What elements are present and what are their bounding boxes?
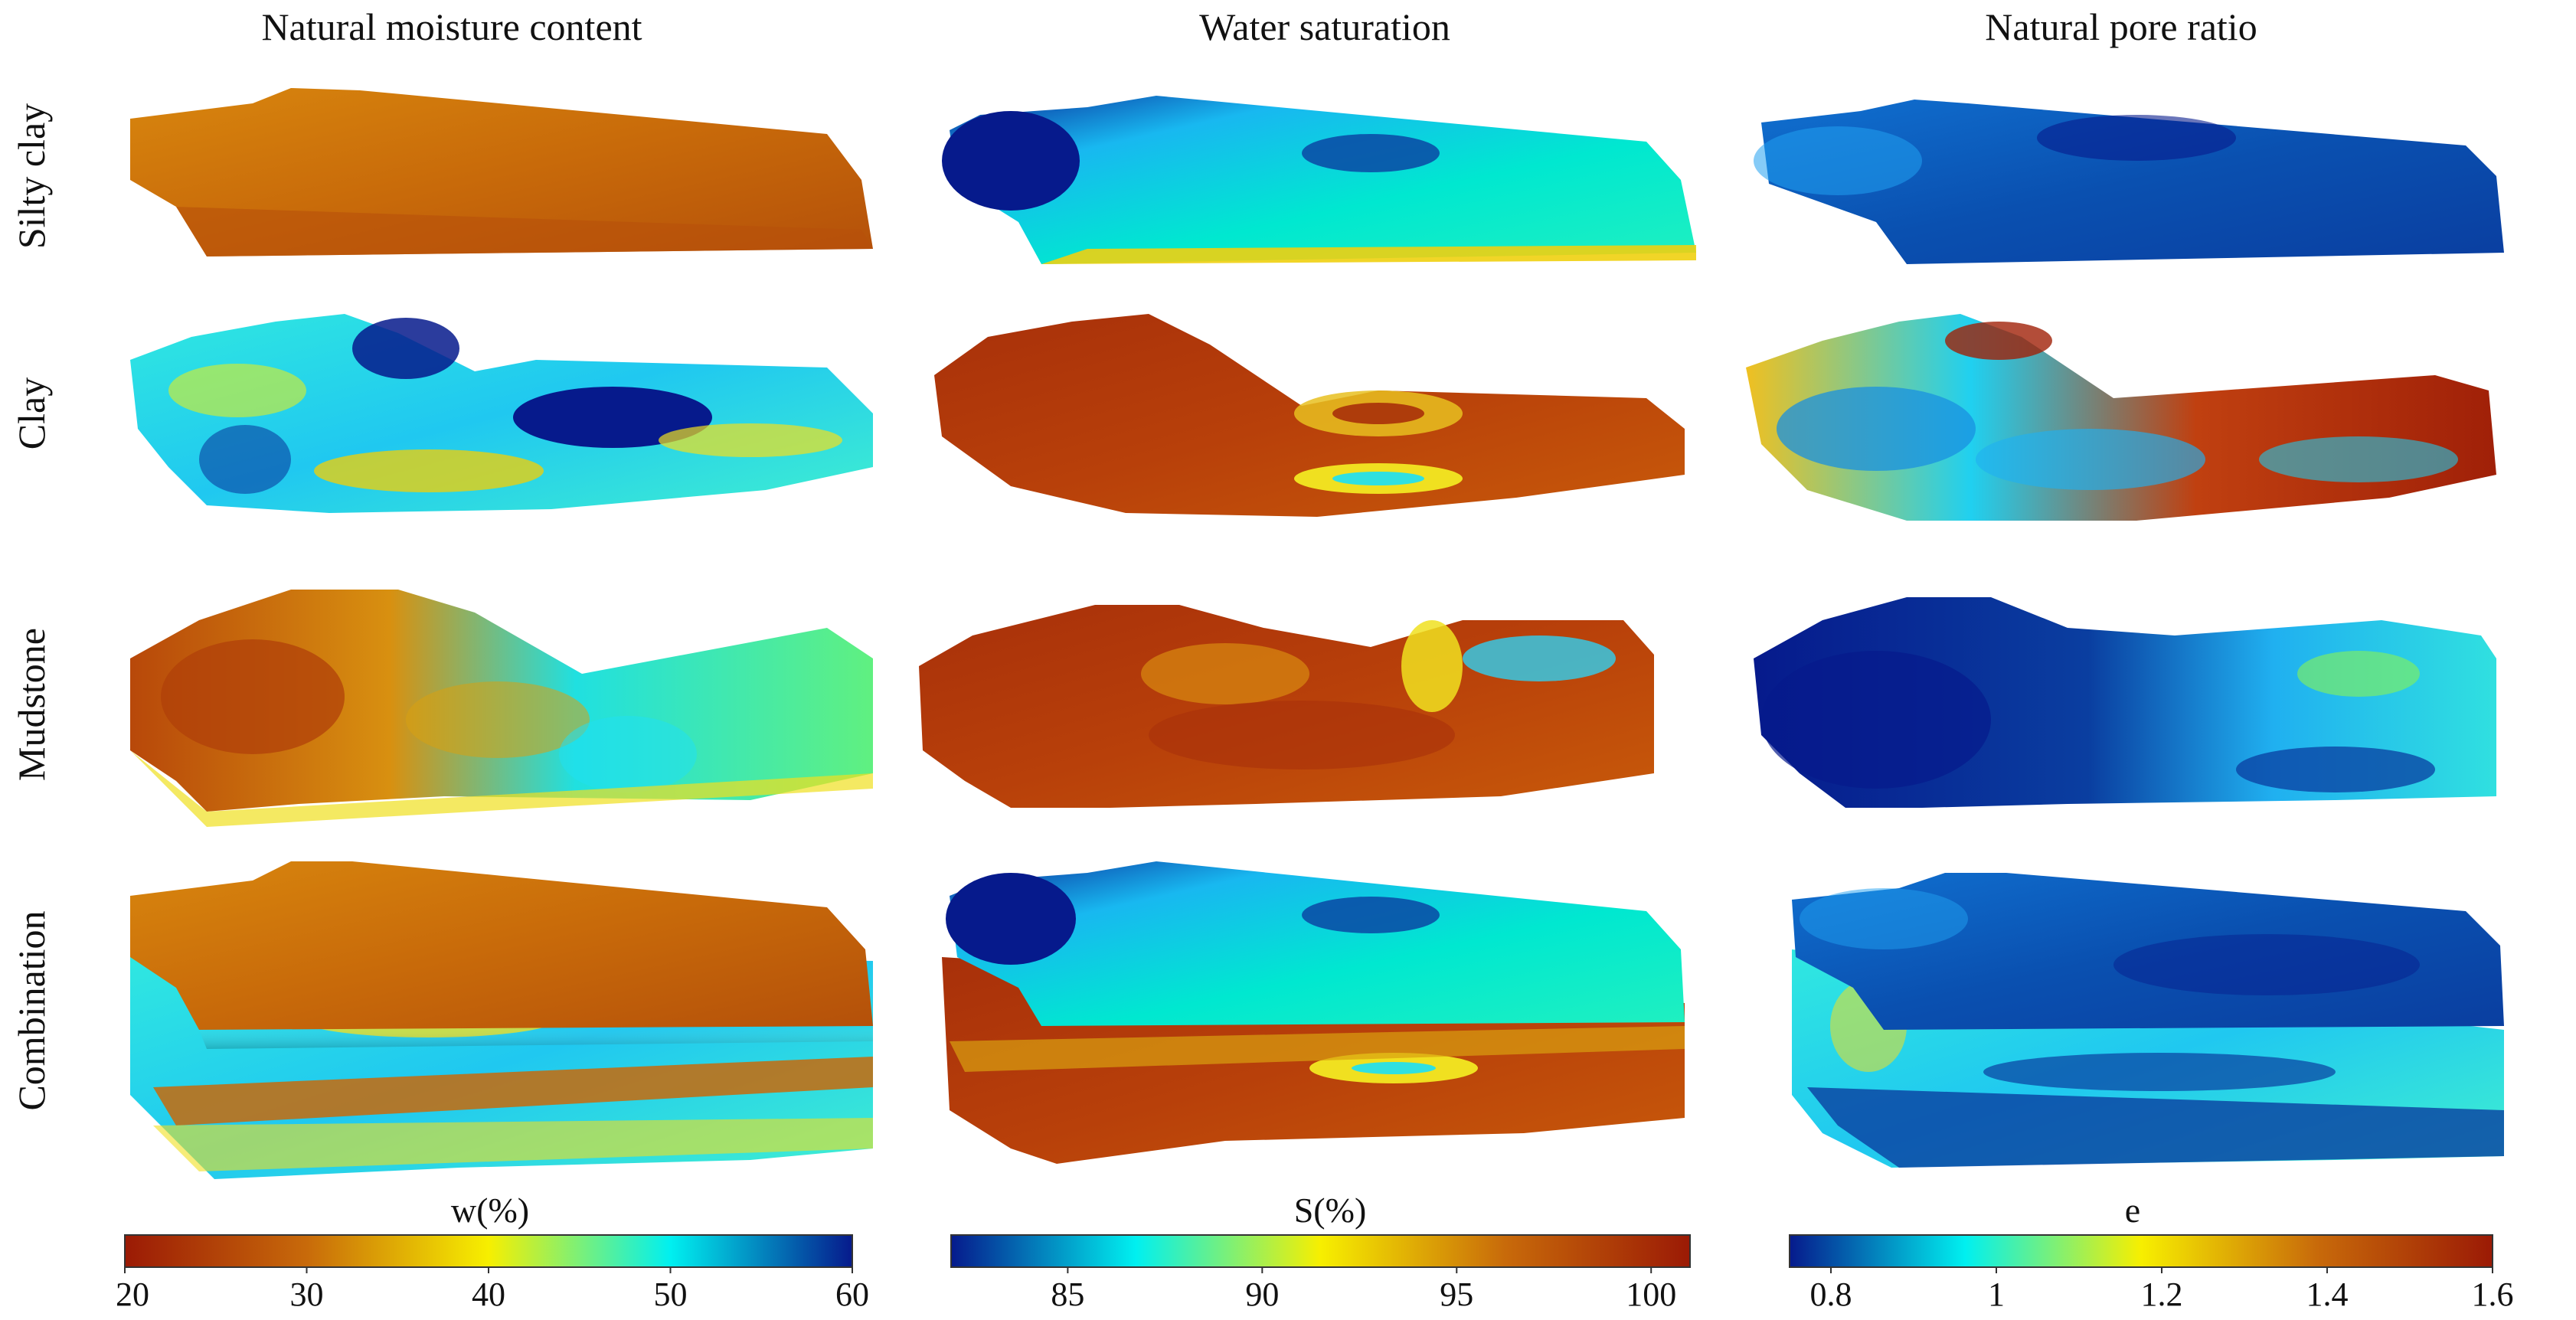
colorbar-tick-label: 30 — [290, 1276, 324, 1313]
colorbar-tick-label: 40 — [472, 1276, 505, 1313]
colorbar-tick-label: 20 — [116, 1276, 149, 1313]
colorbar-pore-ratio-ticks: 0.8 1 1.2 1.4 1.6 — [1810, 1267, 2514, 1313]
colorbar-saturation-bar — [950, 1234, 1691, 1268]
colorbar-saturation: S(%) 85 90 95 100 — [950, 1191, 1691, 1313]
row-label-silty-clay: Silty clay — [10, 103, 53, 249]
colorbar-saturation-title: S(%) — [1294, 1191, 1367, 1230]
row-label-mudstone: Mudstone — [10, 628, 53, 781]
panel-clay-saturation — [934, 314, 1685, 517]
colorbar-tick-label: 1.4 — [2306, 1276, 2349, 1313]
colorbar-pore-ratio: e 0.8 1 1.2 1.4 1.6 — [1789, 1191, 2514, 1313]
colorbar-tick-label: 1.2 — [2141, 1276, 2183, 1313]
panel-combination-moisture — [130, 861, 873, 1179]
panel-mudstone-saturation — [919, 605, 1654, 808]
panel-silty-clay-moisture — [130, 88, 873, 256]
column-title-moisture: Natural moisture content — [261, 5, 642, 48]
colorbar-tick-label: 60 — [835, 1276, 869, 1313]
panel-silty-clay-pore-ratio — [1754, 100, 2504, 264]
panel-clay-moisture — [130, 314, 873, 513]
colorbar-tick-label: 0.8 — [1810, 1276, 1852, 1313]
panel-combination-pore-ratio — [1792, 873, 2504, 1168]
colorbar-tick-label: 85 — [1051, 1276, 1084, 1313]
panel-silty-clay-saturation — [942, 96, 1696, 264]
colorbar-tick-label: 1.6 — [2472, 1276, 2514, 1313]
colorbar-moisture-ticks: 20 30 40 50 60 — [116, 1267, 869, 1313]
panel-mudstone-pore-ratio — [1754, 597, 2496, 808]
colorbar-tick-label: 95 — [1440, 1276, 1473, 1313]
row-label-clay: Clay — [10, 377, 53, 449]
colorbar-tick-label: 100 — [1626, 1276, 1676, 1313]
colorbar-pore-ratio-title: e — [2125, 1191, 2140, 1230]
colorbar-tick-label: 50 — [654, 1276, 688, 1313]
colorbar-moisture-bar — [124, 1234, 853, 1268]
colorbar-tick-label: 1 — [1988, 1276, 2005, 1313]
colorbar-saturation-ticks: 85 90 95 100 — [1051, 1267, 1676, 1313]
colorbar-pore-ratio-bar — [1789, 1234, 2493, 1268]
panel-combination-saturation — [942, 861, 1685, 1164]
panel-clay-pore-ratio — [1746, 314, 2496, 521]
column-title-saturation: Water saturation — [1199, 5, 1450, 48]
column-title-pore-ratio: Natural pore ratio — [1985, 5, 2257, 48]
row-label-combination: Combination — [10, 910, 53, 1110]
colorbar-tick-label: 90 — [1245, 1276, 1279, 1313]
colorbar-moisture-title: w(%) — [451, 1191, 529, 1230]
panel-mudstone-moisture — [130, 590, 873, 827]
colorbar-moisture: w(%) 20 30 40 50 60 — [116, 1191, 869, 1313]
